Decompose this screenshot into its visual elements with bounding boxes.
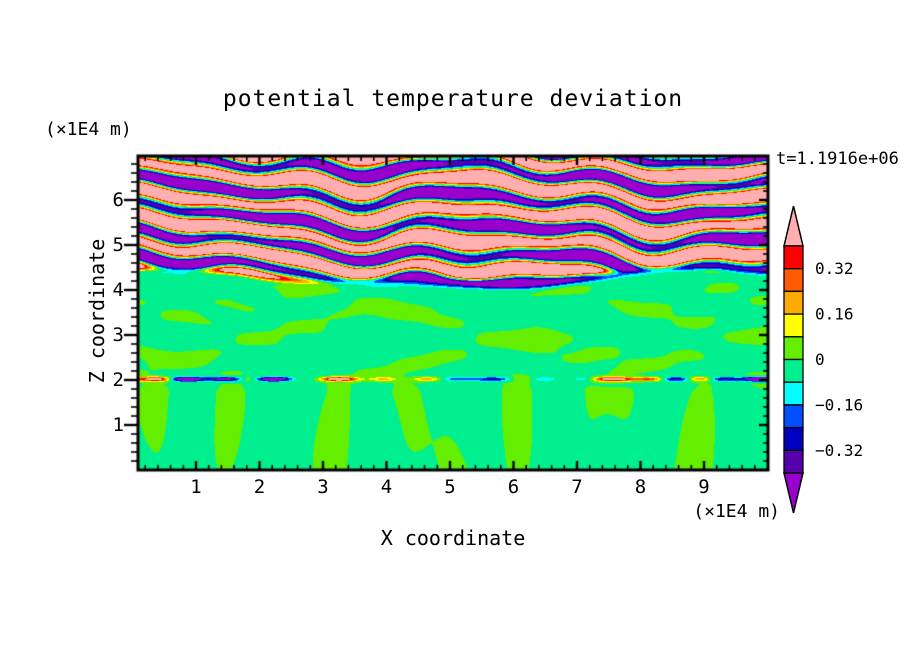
x-tick-label-1: 1 [190, 476, 202, 498]
colorbar-arrow-top [783, 205, 804, 247]
colorbar-segment [783, 290, 804, 315]
z-axis-unit-label: (×1E4 m) [45, 119, 132, 140]
colorbar-label: 0 [815, 350, 825, 369]
z-tick-label-2: 2 [112, 369, 124, 391]
colorbar-segment [783, 268, 804, 293]
colorbar-segment [783, 449, 804, 474]
colorbar-segment [783, 381, 804, 406]
colorbar-label: 0.32 [815, 259, 854, 278]
z-tick-label-4: 4 [112, 279, 124, 301]
colorbar-segment [783, 245, 804, 270]
z-tick-label-3: 3 [112, 324, 124, 346]
x-tick-label-7: 7 [571, 476, 583, 498]
plot-title: potential temperature deviation [222, 86, 684, 112]
colorbar-label: −0.32 [815, 441, 863, 460]
colorbar-segment [783, 404, 804, 429]
x-tick-label-2: 2 [253, 476, 266, 498]
x-tick-label-5: 5 [444, 476, 456, 498]
x-tick-label-6: 6 [507, 476, 520, 498]
colorbar-segment [783, 358, 804, 383]
colorbar-label: 0.16 [815, 305, 854, 324]
z-tick-label-1: 1 [112, 414, 124, 436]
colorbar-segment [783, 313, 804, 338]
colorbar: 0.32 0.16 0 −0.16 −0.32 [783, 205, 863, 514]
x-tick-label-3: 3 [317, 476, 329, 498]
x-tick-label-8: 8 [634, 476, 647, 498]
colorbar-label: −0.16 [815, 395, 863, 414]
colorbar-segment [783, 336, 804, 361]
x-tick-label-9: 9 [698, 476, 710, 498]
x-axis-title: X coordinate [380, 526, 526, 550]
colorbar-arrow-bottom [783, 472, 804, 514]
x-axis-unit-label: (×1E4 m) [693, 501, 780, 522]
z-tick-label-6: 6 [112, 189, 124, 211]
x-tick-label-4: 4 [380, 476, 393, 498]
z-axis-title: Z coordinate [85, 238, 109, 384]
time-annotation: t=1.1916e+06 [776, 149, 899, 169]
z-tick-label-5: 5 [112, 234, 124, 256]
colorbar-segment [783, 426, 804, 451]
